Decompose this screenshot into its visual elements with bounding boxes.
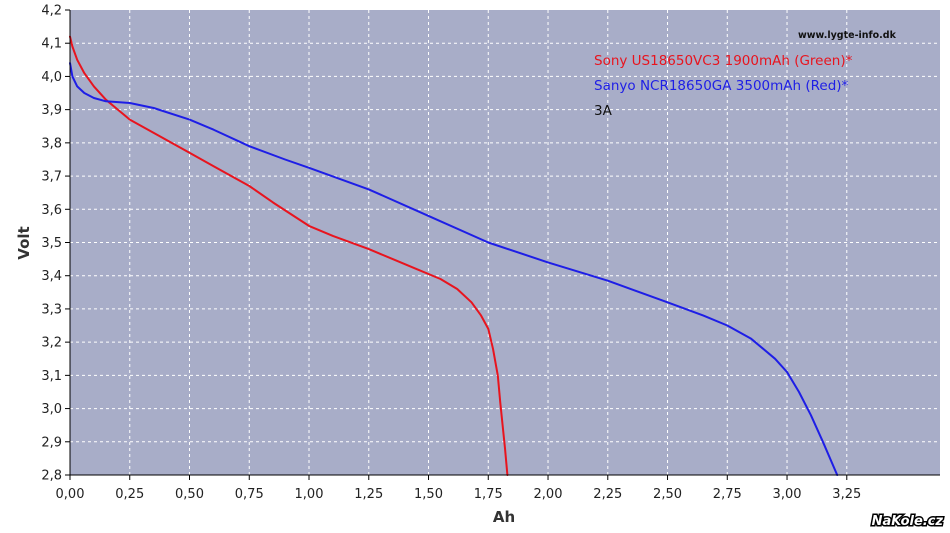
x-axis-label: Ah bbox=[493, 508, 515, 526]
y-tick-label: 3,4 bbox=[41, 269, 62, 284]
legend-entry-sony: Sony US18650VC3 1900mAh (Green)* bbox=[594, 53, 853, 69]
x-tick-label: 2,50 bbox=[653, 487, 682, 502]
series-line-0 bbox=[69, 35, 509, 476]
x-tick-label: 2,25 bbox=[593, 487, 622, 502]
x-tick-label: 1,00 bbox=[295, 487, 324, 502]
x-tick-label: 0,50 bbox=[175, 487, 204, 502]
series-layer bbox=[69, 35, 839, 476]
x-tick-label: 3,25 bbox=[832, 487, 861, 502]
x-tick-label: 2,00 bbox=[534, 487, 563, 502]
y-tick-label: 3,2 bbox=[41, 336, 62, 351]
y-tick-label: 4,1 bbox=[41, 37, 62, 52]
x-tick-label: 0,75 bbox=[235, 487, 264, 502]
y-tick-label: 4,2 bbox=[41, 4, 62, 19]
y-tick-label: 3,6 bbox=[41, 203, 62, 218]
series-line-1 bbox=[69, 62, 839, 476]
x-tick-label: 1,25 bbox=[354, 487, 383, 502]
x-axis-ticks: 0,00 0,25 0,50 0,75 1,00 1,25 1,50 1,75 2,00 2,25… bbox=[56, 475, 861, 502]
y-tick-label: 3,7 bbox=[41, 170, 62, 185]
watermark: NaKole.cz bbox=[872, 514, 944, 529]
y-tick-label: 2,8 bbox=[41, 469, 62, 484]
source-label: www.lygte-info.dk bbox=[798, 30, 897, 41]
y-tick-label: 3,3 bbox=[41, 302, 62, 317]
grid bbox=[70, 10, 940, 475]
y-tick-label: 4,0 bbox=[41, 70, 62, 85]
x-tick-label: 0,00 bbox=[56, 487, 85, 502]
y-axis-ticks: 2,8 2,9 3,0 3,1 3,2 3,3 3,4 3,5 3,6 3,7 3,8 3,9 4,0 4… bbox=[41, 4, 70, 484]
x-tick-label: 0,25 bbox=[115, 487, 144, 502]
legend-entry-sanyo: Sanyo NCR18650GA 3500mAh (Red)* bbox=[594, 78, 849, 94]
x-tick-label: 1,75 bbox=[474, 487, 503, 502]
legend-entry-current: 3A bbox=[594, 103, 613, 119]
y-tick-label: 3,5 bbox=[41, 236, 62, 251]
y-tick-label: 2,9 bbox=[41, 435, 62, 450]
x-tick-label: 1,50 bbox=[414, 487, 443, 502]
y-tick-label: 3,1 bbox=[41, 369, 62, 384]
x-tick-label: 3,00 bbox=[773, 487, 802, 502]
x-tick-label: 2,75 bbox=[713, 487, 742, 502]
y-axis-label: Volt bbox=[15, 226, 33, 259]
y-tick-label: 3,8 bbox=[41, 136, 62, 151]
y-tick-label: 3,0 bbox=[41, 402, 62, 417]
y-tick-label: 3,9 bbox=[41, 103, 62, 118]
